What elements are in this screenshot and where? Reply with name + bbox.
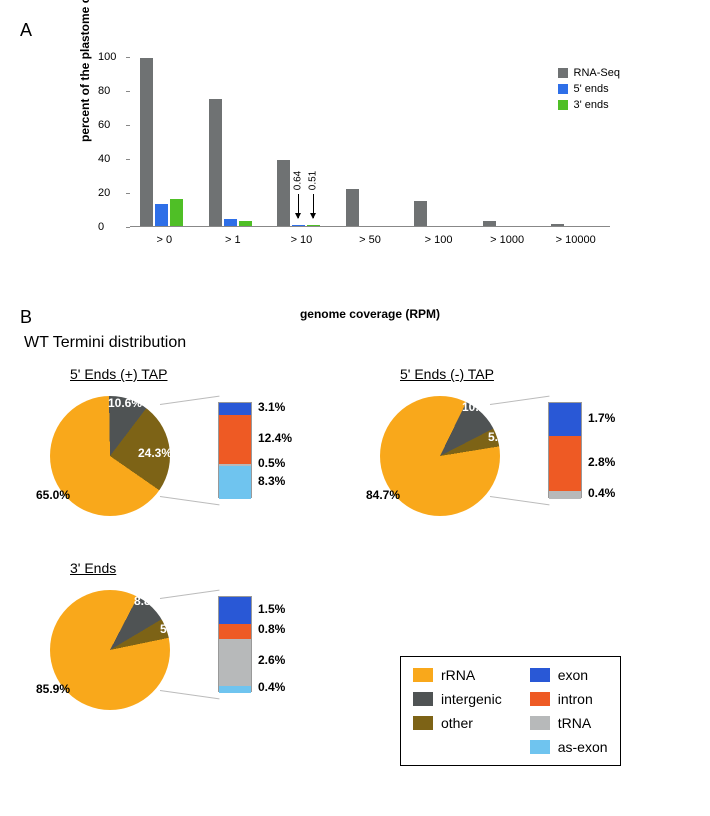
stack-segment — [549, 436, 581, 491]
pie-slice-label: 5.0% — [488, 430, 515, 444]
pie-slice-label: 10.6% — [108, 396, 142, 410]
bar — [140, 58, 153, 226]
legend-item: intron — [530, 691, 608, 707]
panel-a-ylabel: percent of the plastome covered — [78, 0, 92, 142]
stack-segment — [219, 639, 251, 686]
pie-slice-label: 24.3% — [138, 446, 172, 460]
ytick-label: 20 — [98, 187, 110, 199]
breakdown-stackbar — [548, 402, 582, 498]
xtick-label: > 10000 — [545, 234, 606, 246]
stack-segment-label: 3.1% — [258, 400, 285, 414]
pie-block: 3' Ends85.9%8.8%5.3%1.5%0.8%2.6%0.4% — [40, 560, 360, 730]
legend-item: intergenic — [413, 691, 502, 707]
bar — [483, 221, 496, 226]
bar — [292, 225, 305, 226]
ytick-label: 40 — [98, 153, 110, 165]
legend-label: tRNA — [558, 715, 591, 731]
ytick-label: 100 — [98, 51, 116, 63]
xtick-label: > 1000 — [477, 234, 538, 246]
pie-block: 5' Ends (+) TAP65.0%10.6%24.3%3.1%12.4%0… — [40, 366, 360, 536]
legend-swatch — [530, 716, 550, 730]
panel-a-legend: RNA-Seq 5' ends 3' ends — [558, 67, 620, 115]
stack-segment-label: 2.8% — [588, 455, 615, 469]
legend-swatch — [530, 692, 550, 706]
stack-segment — [219, 403, 251, 415]
breakdown-stackbar — [218, 402, 252, 498]
bar-annotation: 0.51 — [298, 175, 328, 218]
bar — [346, 189, 359, 226]
stack-segment-label: 1.5% — [258, 602, 285, 616]
legend-item: other — [413, 715, 502, 731]
stack-segment-label: 1.7% — [588, 411, 615, 425]
stack-segment-label: 0.5% — [258, 456, 285, 470]
legend-item: as-exon — [530, 739, 608, 755]
legend-swatch — [413, 716, 433, 730]
legend-label: as-exon — [558, 739, 608, 755]
stack-segment-label: 8.3% — [258, 474, 285, 488]
stack-segment — [549, 491, 581, 499]
bar — [239, 221, 252, 226]
breakdown-stackbar — [218, 596, 252, 692]
panel-b-title: WT Termini distribution — [24, 334, 690, 352]
legend-item: 5' ends — [558, 83, 620, 95]
legend-label: other — [441, 715, 473, 731]
stack-segment-label: 0.8% — [258, 622, 285, 636]
stack-segment-label: 0.4% — [588, 486, 615, 500]
stack-segment — [219, 466, 251, 499]
xtick-label: > 50 — [340, 234, 401, 246]
bar — [551, 224, 564, 226]
pie-slice-label: 65.0% — [36, 488, 70, 502]
stack-segment — [219, 624, 251, 638]
bar — [155, 204, 168, 226]
legend-item: exon — [530, 667, 608, 683]
panel-a-label: A — [20, 20, 690, 41]
bar — [307, 225, 320, 226]
stack-segment-label: 12.4% — [258, 431, 292, 445]
xtick-label: > 100 — [408, 234, 469, 246]
pie-title: 5' Ends (+) TAP — [70, 366, 360, 382]
legend-swatch — [530, 740, 550, 754]
bar — [209, 99, 222, 227]
bar — [170, 199, 183, 226]
stack-segment-label: 0.4% — [258, 680, 285, 694]
pie-slice-label: 5.3% — [160, 622, 187, 636]
legend-label: rRNA — [441, 667, 475, 683]
pie-slice-label: 84.7% — [366, 488, 400, 502]
ytick-label: 0 — [98, 221, 104, 233]
panel-a-xlabel: genome coverage (RPM) — [130, 307, 610, 321]
xtick-label: > 0 — [134, 234, 195, 246]
legend-item: rRNA — [413, 667, 502, 683]
legend-swatch — [530, 668, 550, 682]
pie-slice-label: 10.2% — [462, 400, 496, 414]
bar — [224, 219, 237, 226]
pie-title: 3' Ends — [70, 560, 360, 576]
bar — [414, 201, 427, 227]
legend-item: RNA-Seq — [558, 67, 620, 79]
panel-a-chart: percent of the plastome covered 02040608… — [80, 47, 640, 277]
legend-item: tRNA — [530, 715, 608, 731]
pie-title: 5' Ends (-) TAP — [400, 366, 690, 382]
stack-segment — [219, 597, 251, 624]
pie-slice-label: 8.8% — [134, 594, 161, 608]
stack-segment-label: 2.6% — [258, 653, 285, 667]
legend-label: exon — [558, 667, 588, 683]
legend-label: intergenic — [441, 691, 502, 707]
stack-segment — [219, 415, 251, 464]
xtick-label: > 1 — [203, 234, 264, 246]
panel-a-plot-area: 020406080100> 0> 1> 10> 50> 100> 1000> 1… — [130, 57, 610, 227]
pie-slice-label: 85.9% — [36, 682, 70, 696]
legend-swatch — [413, 668, 433, 682]
panel-b-wrap: 5' Ends (+) TAP 65.0% 10.6% 24.3% 3.1% 12.4% 0… — [20, 366, 690, 796]
legend-item: 3' ends — [558, 99, 620, 111]
pie-block: 5' Ends (-) TAP84.7%10.2%5.0%1.7%2.8%0.4… — [370, 366, 690, 536]
legend-label: intron — [558, 691, 593, 707]
stack-segment — [219, 686, 251, 693]
stack-segment — [549, 403, 581, 436]
legend-swatch — [413, 692, 433, 706]
xtick-label: > 10 — [271, 234, 332, 246]
ytick-label: 80 — [98, 85, 110, 97]
category-legend: rRNAexonintergenicintronothertRNA.as-exo… — [400, 656, 621, 766]
ytick-label: 60 — [98, 119, 110, 131]
